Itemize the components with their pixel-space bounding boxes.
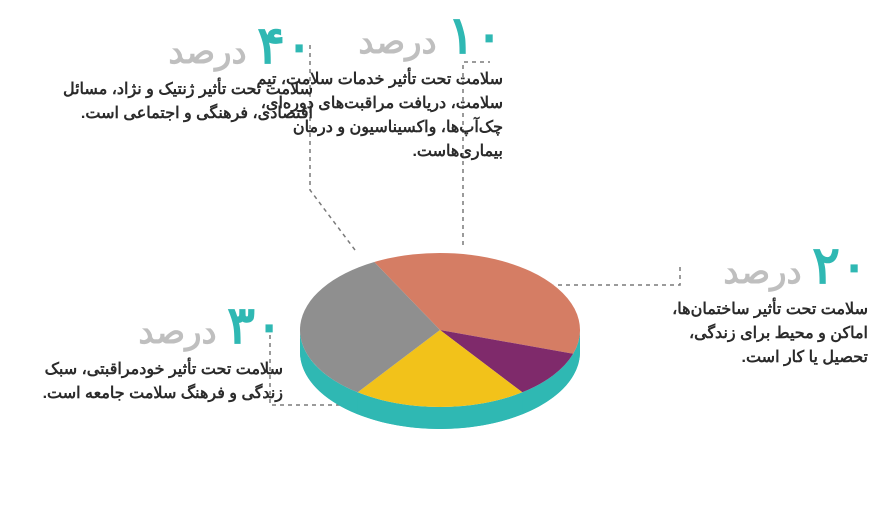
desc-thirty: سلامت تحت تأثیر خودمراقبتی، سبک زندگی و …: [18, 358, 283, 406]
label-forty: ۴۰ درصد سلامت تحت تأثیر ژنتیک و نژاد، مس…: [53, 20, 313, 126]
word-ten: درصد: [358, 23, 436, 61]
word-forty: درصد: [168, 33, 246, 71]
word-twenty: درصد: [723, 253, 801, 291]
label-thirty: ۳۰ درصد سلامت تحت تأثیر خودمراقبتی، سبک …: [18, 300, 283, 406]
word-thirty: درصد: [138, 313, 216, 351]
desc-twenty: سلامت تحت تأثیر ساختمان‌ها، اماکن و محیط…: [668, 298, 868, 370]
label-twenty: ۲۰ درصد سلامت تحت تأثیر ساختمان‌ها، اماک…: [668, 240, 868, 370]
desc-forty: سلامت تحت تأثیر ژنتیک و نژاد، مسائل اقتص…: [53, 78, 313, 126]
number-ten: ۱۰: [447, 7, 503, 65]
number-twenty: ۲۰: [812, 237, 868, 295]
number-forty: ۴۰: [257, 17, 313, 75]
number-thirty: ۳۰: [227, 297, 283, 355]
